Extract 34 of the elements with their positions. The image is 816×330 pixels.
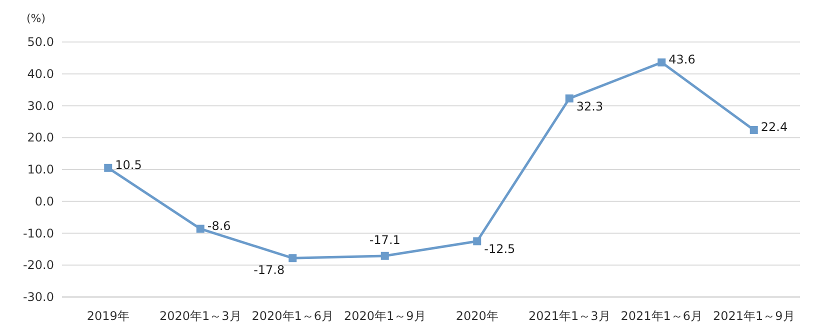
y-tick-label: -20.0 (22, 258, 54, 272)
point (658, 58, 666, 66)
x-tick-label: 2021年1～9月 (712, 309, 795, 323)
data-label: 22.4 (760, 120, 788, 134)
x-tick-label: 2019年 (86, 309, 130, 323)
point (104, 164, 112, 172)
y-tick-label: 30.0 (27, 98, 54, 113)
point (288, 254, 297, 262)
y-tick-label: -10.0 (22, 226, 54, 240)
y-tick-label: -30.0 (22, 290, 54, 304)
y-tick-label: 40.0 (27, 66, 54, 81)
x-tick-label: 2020年1～9月 (344, 309, 426, 323)
x-tick-label: 2021年1～6月 (620, 309, 703, 323)
data-label: -17.8 (254, 263, 285, 278)
x-tick-label: 2020年1～3月 (159, 309, 242, 323)
x-tick-label: 2020年 (456, 309, 498, 323)
y-tick-label: 50.0 (27, 35, 54, 49)
point (196, 224, 204, 233)
point (750, 126, 758, 134)
y-tick-label: 20.0 (27, 130, 54, 145)
point (565, 94, 574, 102)
data-label: 32.3 (576, 99, 604, 114)
x-tick-label: 2020年1～6月 (252, 309, 334, 323)
data-label: 43.6 (668, 52, 696, 66)
point (380, 252, 389, 260)
data-label: -8.6 (207, 218, 231, 233)
y-tick-label: 10.0 (27, 162, 54, 176)
data-label: -17.1 (369, 232, 400, 247)
x-tick-label: 2021年1～3月 (528, 309, 610, 323)
point (473, 237, 482, 246)
data-label: -12.5 (484, 242, 516, 256)
y-axis-title: (%) (26, 12, 46, 25)
y-tick-label: 0.0 (34, 194, 54, 208)
data-label: 10.5 (115, 158, 142, 172)
